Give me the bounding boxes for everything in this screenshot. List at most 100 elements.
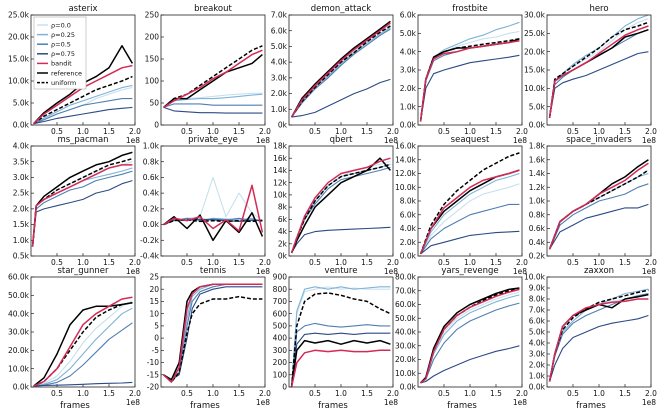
x-exponent-label: 1e8	[642, 267, 656, 276]
y-tick-label: 0.8k	[529, 210, 546, 219]
y-tick-label: 5.0k	[400, 29, 417, 38]
panel-frame	[288, 145, 394, 257]
x-tick-label: 0.5	[51, 127, 63, 136]
y-tick-label: 250	[145, 11, 160, 20]
x-tick-label: 2.0	[259, 258, 271, 267]
x-axis-label: frames	[447, 401, 477, 411]
y-tick-label: 2.5k	[13, 189, 30, 198]
x-exponent-label: 1e8	[513, 267, 527, 276]
y-tick-label: 0k	[278, 121, 288, 130]
x-tick-label: 1.5	[103, 127, 115, 136]
series-line-rho_0.0	[291, 286, 391, 388]
y-tick-label: 5	[154, 321, 159, 330]
y-tick-label: 10k	[273, 190, 288, 199]
y-tick-label: 4.0k	[271, 58, 288, 67]
x-tick-label: 1.5	[619, 127, 631, 136]
panel-title: frostbite	[452, 4, 488, 14]
panel-asterix: asterix 0.0k 5.0k 10.0k 15.0k 20.0k 25.0k 0.5 1.…	[8, 4, 141, 145]
series-line-bandit	[548, 25, 649, 118]
x-tick-label: 1.0	[464, 127, 476, 136]
series-line-rho_0.75	[33, 106, 133, 125]
y-tick-label: 100	[145, 77, 160, 86]
y-tick-label: 1.0k	[529, 197, 546, 206]
x-tick-label: 1.0	[207, 127, 219, 136]
series-line-uniform	[163, 45, 263, 108]
y-tick-label: 10.0k	[395, 369, 417, 378]
x-tick-label: 1.0	[207, 389, 219, 398]
y-tick-label: 0.5k	[13, 252, 30, 261]
panel-star_gunner: star_gunner 0.0k 10.0k 20.0k 30.0k 40.0k 50.0k…	[8, 266, 141, 411]
y-tick-label: 1.0k	[529, 372, 546, 381]
x-tick-label: 1.5	[490, 127, 502, 136]
panel-title: yars_revenge	[441, 266, 498, 276]
x-exponent-label: 1e8	[384, 136, 398, 145]
y-tick-label: 2.0k	[271, 89, 288, 98]
series-line-reference	[33, 301, 133, 387]
y-tick-label: 0.4k	[143, 189, 160, 198]
series-line-rho_0.5	[291, 322, 391, 388]
series-line-rho_0.75	[33, 381, 133, 387]
legend-label: reference	[51, 69, 82, 77]
y-tick-label: 900	[273, 273, 288, 282]
y-tick-label: 16k	[273, 154, 288, 163]
panel-title: space_invaders	[566, 135, 632, 145]
series-line-bandit	[163, 49, 263, 109]
y-tick-label: 6k	[278, 215, 288, 224]
legend-label: ρ=0.75	[51, 50, 75, 58]
x-tick-label: 0.5	[438, 258, 450, 267]
y-tick-label: 100	[273, 370, 288, 379]
series-line-rho_0.75	[291, 332, 391, 388]
series-line-rho_0.0	[549, 169, 649, 250]
panel-frame	[546, 145, 652, 257]
x-exponent-label: 1e8	[642, 136, 656, 145]
series-line-rho_0.0	[549, 294, 649, 382]
x-tick-label: 1.0	[335, 258, 347, 267]
panel-frame	[417, 14, 523, 126]
legend-label: ρ=0.25	[51, 31, 75, 39]
panel-frame	[288, 14, 394, 126]
y-tick-label: 700	[273, 297, 288, 306]
y-tick-label: 8.0k	[400, 197, 417, 206]
y-tick-label: 600	[273, 309, 288, 318]
series-line-rho_0.25	[420, 172, 520, 255]
y-tick-label: 3.5k	[13, 157, 30, 166]
panel-venture: venture 0 100 200 300 400 500 600 700 800 900 0.5 1.…	[273, 266, 400, 411]
y-tick-label: -5	[152, 346, 160, 355]
panel-title: venture	[325, 266, 358, 276]
panel-title: tennis	[200, 266, 227, 276]
y-tick-label: 3.0k	[529, 350, 546, 359]
legend-label: ρ=0.5	[51, 41, 71, 49]
y-tick-label: -15	[147, 370, 159, 379]
y-tick-label: 14.0k	[395, 155, 417, 164]
x-tick-label: 0.5	[309, 127, 321, 136]
series-line-rho_0.5	[420, 40, 520, 122]
y-tick-label: 12k	[273, 178, 288, 187]
x-axis-label: frames	[60, 401, 90, 411]
y-tick-label: 5.0k	[13, 99, 30, 108]
panel-private_eye: private_eye -0.4k -0.2k 0.0k 0.2k 0.4k 0.6k 0.8…	[140, 135, 271, 276]
series-line-rho_0.75	[163, 106, 263, 114]
x-exponent-label: 1e8	[384, 398, 398, 407]
y-tick-label: 4.0k	[400, 224, 417, 233]
y-tick-label: 800	[273, 285, 288, 294]
panel-title: hero	[589, 4, 608, 14]
y-tick-label: 80.0k	[395, 273, 417, 282]
y-tick-label: 20.0k	[395, 355, 417, 364]
y-tick-label: 5.0k	[529, 328, 546, 337]
series-line-bandit	[420, 288, 520, 384]
panel-frame	[546, 276, 652, 388]
series-line-bandit	[419, 39, 520, 122]
series-line-uniform	[163, 295, 263, 383]
series-line-rho_0.0	[420, 30, 520, 122]
x-tick-label: 1.0	[77, 389, 89, 398]
series-line-rho_0.5	[33, 98, 133, 125]
x-axis-label: frames	[576, 401, 606, 411]
y-tick-label: 10.0k	[8, 364, 30, 373]
y-tick-label: 3.0k	[271, 73, 288, 82]
series-line-bandit	[290, 157, 391, 254]
x-tick-label: 1.0	[77, 258, 89, 267]
x-tick-label: 2.0	[645, 389, 657, 398]
x-tick-label: 1.5	[103, 258, 115, 267]
x-tick-label: 0.5	[309, 389, 321, 398]
